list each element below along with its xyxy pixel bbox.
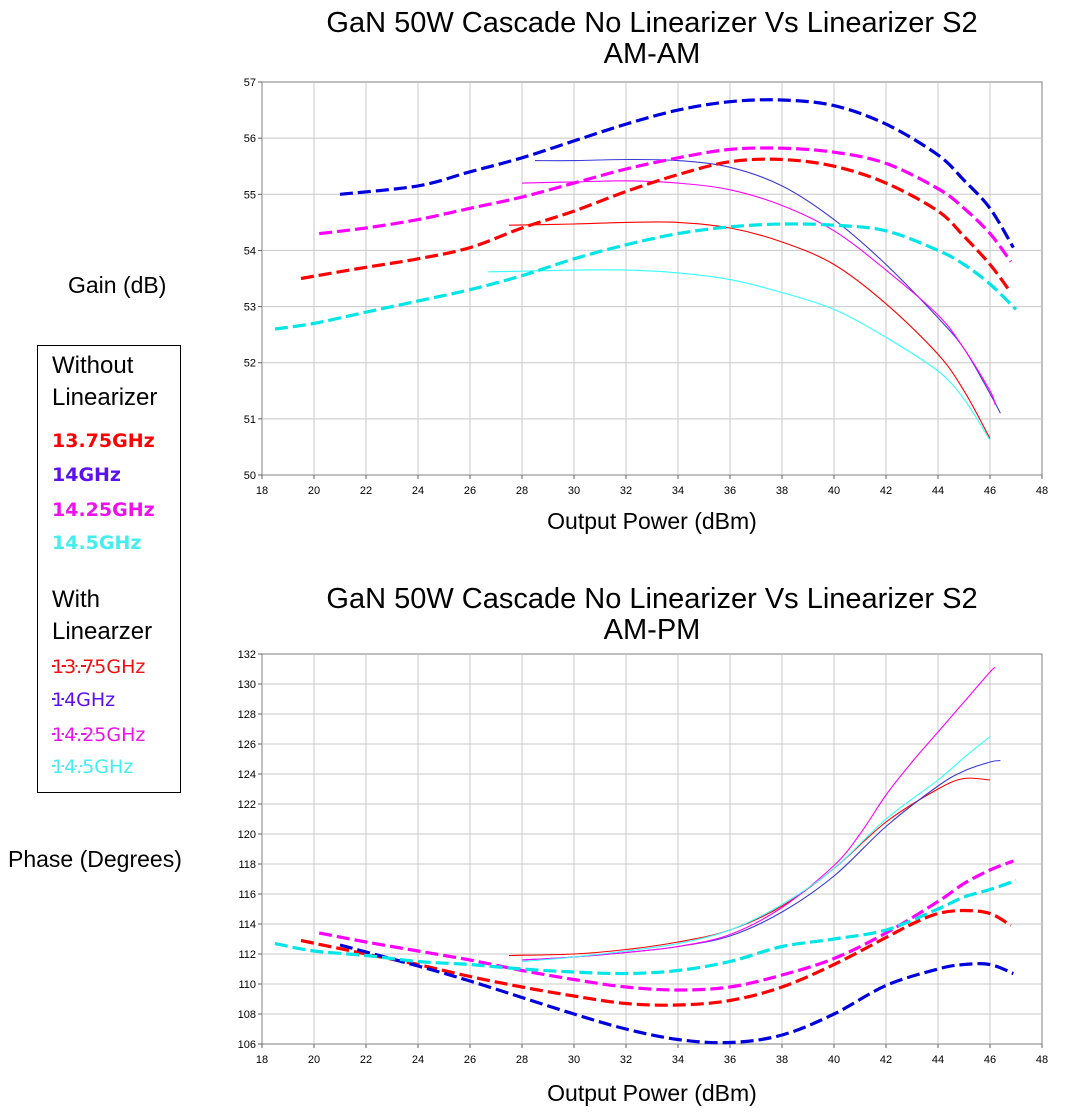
chart-1-series-without-13-75ghz [508, 221, 991, 439]
chart-2-ytick-label: 130 [238, 679, 256, 691]
chart-2-xtick-label: 48 [1036, 1054, 1048, 1066]
chart-2-series-with-14-25ghz [318, 859, 1014, 992]
chart-2-xtick-label: 24 [412, 1054, 424, 1066]
chart-1-title-line: GaN 50W Cascade No Linearizer Vs Lineari… [326, 7, 978, 39]
chart-1-y-axis-label: Gain (dB) [68, 272, 167, 298]
chart-1-ytick-label: 50 [244, 470, 256, 482]
chart-2-title-line: GaN 50W Cascade No Linearizer Vs Lineari… [326, 583, 978, 615]
chart-1-xtick-label: 36 [724, 485, 736, 497]
chart-1-xtick-label: 24 [412, 485, 424, 497]
chart-1-xtick-label: 28 [516, 485, 528, 497]
chart-1-series-without-14-5ghz [488, 269, 991, 441]
chart-1-xtick-label: 18 [256, 485, 268, 497]
legend-heading-with-2: Linearzer [52, 618, 153, 645]
chart-2-title: GaN 50W Cascade No Linearizer Vs Lineari… [262, 584, 1042, 646]
chart-1-xtick-label: 40 [828, 485, 840, 497]
chart-2-series-without-14-5ghz [521, 736, 991, 963]
chart-2-subtitle: AM-PM [603, 614, 701, 646]
chart-2-ytick-label: 122 [238, 799, 256, 811]
legend-box: Without Linearizer 13.75GHz 14GHz 14.25G… [37, 345, 181, 793]
chart-2-ytick-label: 124 [238, 769, 256, 781]
legend-item-with-13-75: 13.75GHz [52, 656, 146, 678]
chart-2-ytick-label: 120 [238, 829, 256, 841]
chart-1-frame [261, 81, 1043, 476]
chart-2-xtick-label: 38 [776, 1054, 788, 1066]
chart-1-ytick-label: 51 [244, 414, 256, 426]
chart-2-series-with-14ghz [339, 943, 1015, 1045]
chart-1-subtitle: AM-AM [603, 38, 701, 70]
chart-1-xtick-label: 30 [568, 485, 580, 497]
chart-2-frame [261, 653, 1043, 1045]
chart-1-x-axis-label: Output Power (dBm) [547, 508, 757, 534]
chart-1-series-without-14-25ghz [521, 180, 996, 406]
chart-1-ytick-label: 56 [244, 133, 256, 145]
chart-2-ytick-label: 118 [238, 859, 256, 871]
chart-2-ytick-label: 110 [238, 979, 256, 991]
chart-1-ytick-label: 55 [244, 189, 256, 201]
chart-2-xtick-label: 42 [880, 1054, 892, 1066]
chart-2-series-with-13-75ghz [300, 908, 1012, 1007]
legend-item-with-14-5: 14.5GHz [52, 756, 134, 778]
chart-1-plot: 18 20 22 24 26 28 30 32 34 36 38 40 42 44 46 48 50 51 52 53… [244, 77, 1048, 497]
legend-item-with-14: 14GHz [52, 689, 116, 711]
chart-1-xtick-label: 48 [1036, 485, 1048, 497]
chart-2-x-axis-label: Output Power (dBm) [547, 1080, 757, 1106]
chart-1-xtick-label: 20 [308, 485, 320, 497]
legend-item-without-14-25: 14.25GHz [52, 499, 155, 521]
chart-2-ytick-label: 132 [238, 649, 256, 661]
legend-item-without-13-75: 13.75GHz [52, 430, 155, 452]
chart-2-xtick-label: 40 [828, 1054, 840, 1066]
chart-2-series-without-14-25ghz [521, 667, 996, 961]
chart-1-xtick-label: 38 [776, 485, 788, 497]
chart-2-xtick-label: 36 [724, 1054, 736, 1066]
chart-1-ytick-label: 54 [244, 245, 256, 257]
chart-1-ytick-label: 57 [244, 77, 256, 89]
chart-2-xtick-label: 18 [256, 1054, 268, 1066]
chart-1-xtick-label: 32 [620, 485, 632, 497]
chart-1-xtick-label: 46 [984, 485, 996, 497]
legend-heading-without-1: Without [52, 352, 134, 379]
chart-1-xtick-label: 42 [880, 485, 892, 497]
chart-1-ytick-label: 53 [244, 302, 256, 314]
chart-1-title: GaN 50W Cascade No Linearizer Vs Lineari… [262, 8, 1042, 70]
legend-item-without-14-5: 14.5GHz [52, 532, 142, 554]
chart-1-ytick-label: 52 [244, 358, 256, 370]
chart-1-xtick-label: 22 [360, 485, 372, 497]
chart-1-series-with-14-25ghz [319, 146, 1013, 263]
chart-2-ytick-label: 106 [238, 1039, 256, 1051]
chart-2-xtick-label: 46 [984, 1054, 996, 1066]
chart-1-xtick-label: 34 [672, 485, 684, 497]
chart-1-series-with-14ghz [339, 98, 1015, 249]
legend-heading-without-2: Linearizer [52, 384, 158, 411]
chart-2-y-axis-label: Phase (Degrees) [8, 846, 182, 872]
chart-2-ytick-label: 126 [238, 739, 256, 751]
chart-2-xtick-label: 30 [568, 1054, 580, 1066]
chart-2-xtick-label: 34 [672, 1054, 684, 1066]
chart-2-xtick-label: 22 [360, 1054, 372, 1066]
chart-2-ytick-label: 128 [238, 709, 256, 721]
legend-heading-with-1: With [52, 586, 100, 613]
chart-2-ytick-label: 112 [238, 949, 256, 961]
chart-2-xtick-label: 28 [516, 1054, 528, 1066]
chart-1-xtick-label: 44 [932, 485, 944, 497]
chart-2-ytick-label: 116 [238, 889, 256, 901]
chart-2-ytick-label: 108 [238, 1009, 256, 1021]
chart-1-series-with-14-5ghz [274, 222, 1018, 331]
chart-2-xtick-label: 26 [464, 1054, 476, 1066]
chart-1-xtick-label: 26 [464, 485, 476, 497]
chart-2-series-without-13-75ghz [508, 777, 991, 957]
chart-2-ytick-label: 114 [238, 919, 256, 931]
chart-2-plot: 18 20 22 24 26 28 30 32 34 36 38 40 42 44 46 48 106 108 11… [238, 649, 1048, 1066]
chart-2-xtick-label: 44 [932, 1054, 944, 1066]
chart-2-series-with-14-5ghz [274, 878, 1017, 976]
chart-2-xtick-label: 32 [620, 1054, 632, 1066]
chart-2-xtick-label: 20 [308, 1054, 320, 1066]
legend-item-without-14: 14GHz [52, 464, 121, 486]
legend-item-with-14-25: 14.25GHz [52, 724, 146, 746]
chart-1-series-with-13-75ghz [300, 157, 1013, 294]
